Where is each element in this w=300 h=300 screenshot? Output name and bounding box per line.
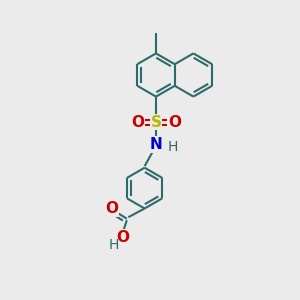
Text: N: N xyxy=(150,137,162,152)
Text: H: H xyxy=(167,140,178,154)
Text: O: O xyxy=(168,115,181,130)
Text: H: H xyxy=(109,238,119,252)
Text: O: O xyxy=(116,230,129,245)
Text: O: O xyxy=(105,201,118,216)
Text: O: O xyxy=(131,115,144,130)
Text: S: S xyxy=(151,115,161,130)
